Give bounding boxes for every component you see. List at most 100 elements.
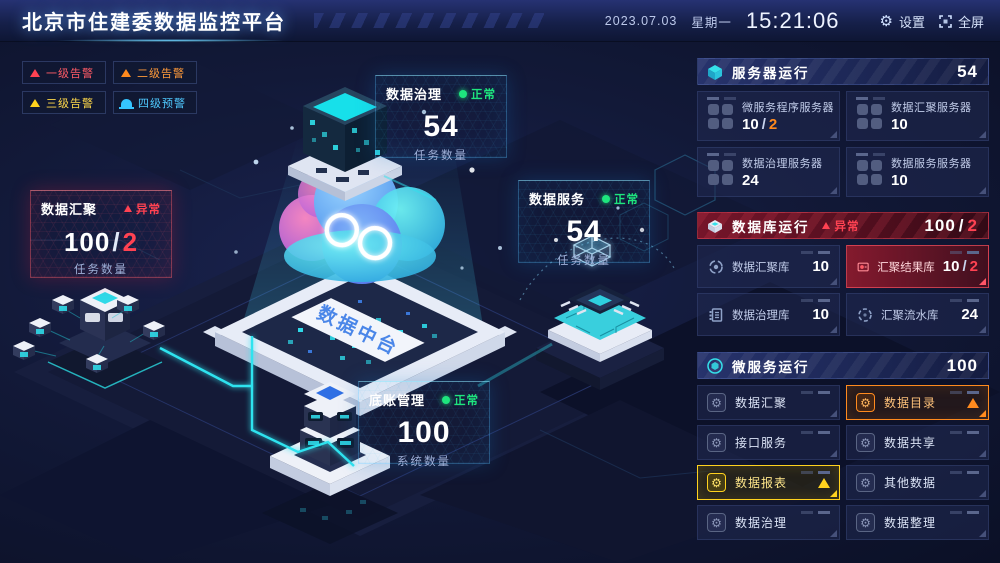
- database-label: 数据汇聚库: [732, 261, 790, 274]
- servers-section-header: 服务器运行 54: [697, 58, 989, 85]
- shield-db-icon: [709, 259, 723, 274]
- microservice-card-sharing[interactable]: ⚙ 数据共享: [846, 425, 989, 460]
- microservice-card-governance[interactable]: ⚙ 数据治理: [697, 505, 840, 540]
- server-cube-icon: [708, 64, 722, 80]
- microservice-icon: [707, 357, 723, 374]
- microservice-card-interface[interactable]: ⚙ 接口服务: [697, 425, 840, 460]
- microservice-label: 其他数据: [884, 476, 937, 490]
- top-header: 北京市住建委数据监控平台 2023.07.03 星期一 15:21:06 ⚙ 设…: [0, 0, 1000, 42]
- node-card-data-aggregation[interactable]: 数据汇聚 异常 100/2 任务数量: [30, 190, 172, 278]
- server-label: 数据服务服务器: [891, 158, 972, 170]
- database-value: 24: [961, 306, 978, 323]
- settings-label: 设置: [898, 14, 925, 30]
- gear-service-icon: ⚙: [707, 513, 726, 532]
- microservice-card-report[interactable]: ⚙ 数据报表: [697, 465, 840, 500]
- microservices-section-header: 微服务运行 100: [697, 352, 989, 379]
- microservice-card-aggregation[interactable]: ⚙ 数据汇聚: [697, 385, 840, 420]
- legend-label: 一级告警: [46, 67, 94, 80]
- section-total: 100: [946, 355, 978, 375]
- microservice-label: 接口服务: [735, 436, 788, 450]
- database-card-aggregation[interactable]: 数据汇聚库 10: [697, 245, 840, 288]
- ledger-stack-illustration: [262, 382, 398, 544]
- database-value: 10: [812, 306, 829, 323]
- connection-lines: [159, 336, 355, 467]
- weekday-text: 星期一: [691, 15, 732, 30]
- server-value: 24: [742, 172, 759, 189]
- clock-text: 15:21:06: [745, 8, 840, 33]
- server-card-aggregation[interactable]: 数据汇聚服务器 10: [846, 91, 989, 141]
- gear-service-icon: ⚙: [856, 433, 875, 452]
- legend-level3-alert[interactable]: 三级告警: [22, 91, 106, 114]
- status-badge: 异常: [124, 201, 161, 217]
- node-value: 100: [397, 416, 451, 449]
- gear-service-icon: ⚙: [856, 473, 875, 492]
- database-card-pipeline[interactable]: 汇聚流水库 24: [846, 293, 989, 336]
- node-unit: 系统数量: [397, 456, 451, 468]
- database-label: 数据治理库: [732, 309, 790, 322]
- microservice-label: 数据共享: [884, 436, 937, 450]
- node-unit: 任务数量: [557, 255, 611, 267]
- fullscreen-button[interactable]: 全屏: [939, 12, 984, 31]
- node-title: 数据治理: [386, 87, 443, 102]
- node-card-data-service[interactable]: 数据服务 正常 54 任务数量: [518, 180, 650, 267]
- server-card-dataservice[interactable]: 数据服务服务器 10: [846, 147, 989, 197]
- alert-db-icon: [857, 262, 869, 271]
- date-text: 2023.07.03: [604, 14, 678, 28]
- siren-icon: [119, 98, 134, 109]
- microservices-section: 微服务运行 100 ⚙ 数据汇聚 ⚙ 数据目录 ⚙ 接口服务 ⚙: [697, 352, 989, 540]
- microservice-label: 数据治理: [735, 516, 788, 530]
- servers-section: 服务器运行 54 微服务程序服务器 10/2 数据汇聚服务器 10: [697, 58, 989, 197]
- fullscreen-icon: [939, 14, 952, 28]
- section-total: 100/2: [924, 215, 978, 235]
- node-card-ledger-management[interactable]: 底账管理 正常 100 系统数量: [358, 381, 490, 468]
- node-title: 数据汇聚: [41, 202, 98, 217]
- node-card-data-governance[interactable]: 数据治理 正常 54 任务数量: [375, 75, 507, 162]
- right-panel: 服务器运行 54 微服务程序服务器 10/2 数据汇聚服务器 10: [697, 58, 989, 555]
- database-value: 10: [812, 258, 829, 275]
- status-dot-icon: [459, 89, 467, 98]
- microservice-card-organize[interactable]: ⚙ 数据整理: [846, 505, 989, 540]
- document-db-icon: [709, 307, 723, 322]
- warning-triangle-icon: [124, 205, 132, 212]
- warning-triangle-icon: [818, 477, 830, 488]
- gear-service-icon: ⚙: [707, 473, 726, 492]
- server-tower-illustration: [288, 87, 437, 201]
- warning-triangle-icon: [967, 397, 979, 408]
- database-card-result[interactable]: 汇聚结果库 10/2: [846, 245, 989, 288]
- hub-node-cubes: [13, 295, 165, 373]
- fullscreen-label: 全屏: [957, 14, 984, 30]
- microservice-label: 数据汇聚: [735, 396, 788, 410]
- server-card-microservice[interactable]: 微服务程序服务器 10/2: [697, 91, 840, 141]
- server-value: 10/2: [742, 116, 778, 133]
- legend-level1-alert[interactable]: 一级告警: [22, 61, 106, 84]
- node-value: 54: [566, 215, 602, 248]
- status-badge: 正常: [602, 191, 639, 207]
- database-icon: [708, 219, 722, 233]
- node-unit: 任务数量: [74, 264, 128, 276]
- legend-level4-warning[interactable]: 四级预警: [113, 91, 197, 114]
- section-title: 数据库运行: [732, 219, 810, 235]
- server-cluster-icon: [708, 159, 733, 185]
- node-unit: 任务数量: [414, 150, 468, 162]
- microservice-label: 数据报表: [735, 476, 788, 490]
- gear-service-icon: ⚙: [707, 393, 726, 412]
- server-card-governance[interactable]: 数据治理服务器 24: [697, 147, 840, 197]
- databases-section: 数据库运行 异常 100/2 数据汇聚库 10: [697, 212, 989, 336]
- header-decoration: [314, 13, 544, 28]
- server-label: 数据治理服务器: [742, 158, 823, 170]
- settings-button[interactable]: ⚙ 设置: [880, 12, 925, 31]
- legend-level2-alert[interactable]: 二级告警: [113, 61, 197, 84]
- status-dot-icon: [602, 194, 610, 203]
- server-value: 10: [891, 116, 908, 133]
- server-cluster-icon: [708, 103, 733, 129]
- legend-label: 四级预警: [138, 97, 186, 110]
- microservice-card-other[interactable]: ⚙ 其他数据: [846, 465, 989, 500]
- section-title: 服务器运行: [732, 65, 810, 81]
- microservice-card-catalog[interactable]: ⚙ 数据目录: [846, 385, 989, 420]
- gear-icon: ⚙: [879, 12, 893, 30]
- legend-label: 二级告警: [137, 67, 185, 80]
- node-value: 54: [423, 110, 459, 143]
- database-card-governance[interactable]: 数据治理库 10: [697, 293, 840, 336]
